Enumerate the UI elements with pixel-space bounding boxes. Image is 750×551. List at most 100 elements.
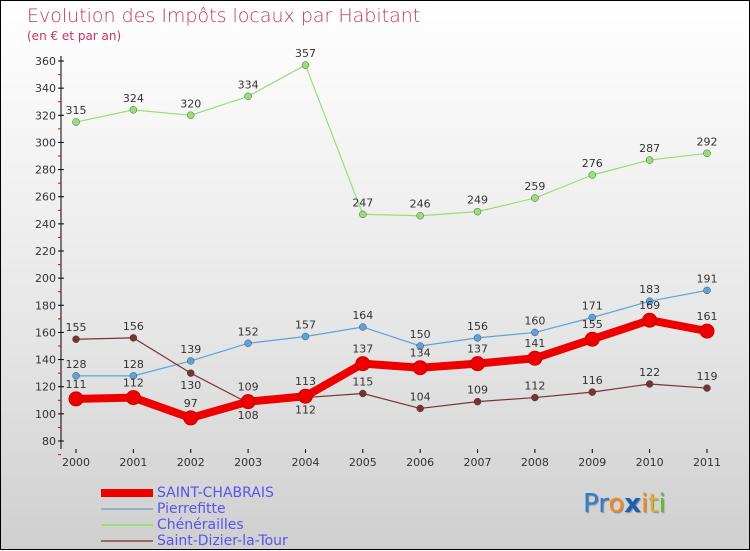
data-point [588, 388, 596, 396]
legend-label: Saint-Dizier-la-Tour [157, 533, 288, 549]
data-label: 191 [697, 272, 718, 285]
data-point [645, 156, 654, 164]
y-tick-label: 100 [35, 408, 56, 421]
data-label: 97 [184, 397, 198, 410]
data-label: 292 [697, 135, 718, 148]
data-point [359, 389, 367, 398]
data-label: 113 [295, 375, 316, 388]
x-tick-label: 2000 [62, 456, 90, 469]
data-label: 128 [123, 358, 144, 371]
data-point [129, 372, 138, 380]
data-label: 155 [66, 321, 87, 334]
data-label: 112 [295, 404, 316, 417]
data-label: 115 [352, 376, 373, 389]
data-label: 108 [238, 409, 259, 422]
data-point [244, 339, 252, 347]
data-label: 160 [524, 314, 545, 327]
x-tick-label: 2007 [464, 456, 492, 469]
y-tick-label: 280 [35, 164, 56, 177]
data-label: 150 [410, 328, 431, 341]
x-tick-label: 2008 [521, 456, 549, 469]
data-label: 169 [639, 299, 660, 312]
data-label: 320 [180, 97, 201, 110]
data-point [473, 207, 482, 216]
data-point [129, 334, 138, 342]
y-tick-label: 160 [35, 326, 56, 339]
data-point [129, 106, 138, 114]
data-label: 109 [467, 384, 488, 397]
x-tick-label: 2011 [693, 456, 721, 469]
legend-item: Saint-Dizier-la-Tour [101, 533, 288, 549]
data-label: 315 [66, 104, 87, 117]
data-point [703, 286, 711, 295]
data-label: 134 [410, 347, 431, 360]
data-label: 183 [639, 283, 660, 296]
data-point [416, 212, 424, 220]
data-point [72, 118, 80, 126]
x-tick-label: 2002 [177, 456, 205, 469]
data-point [240, 394, 256, 410]
data-point [416, 404, 424, 413]
x-tick-label: 2006 [406, 456, 434, 469]
x-tick-label: 2005 [349, 456, 377, 469]
data-point [72, 372, 80, 380]
x-tick-label: 2003 [234, 456, 262, 469]
data-point [588, 171, 596, 179]
data-point [301, 61, 310, 69]
data-point [297, 388, 313, 404]
data-point [584, 331, 600, 347]
data-point [187, 369, 195, 377]
data-point [68, 391, 84, 407]
data-point [359, 323, 367, 331]
data-label: 109 [238, 381, 259, 394]
data-point [412, 360, 428, 376]
data-label: 156 [467, 320, 488, 333]
x-tick-label: 2004 [291, 456, 319, 469]
data-label: 111 [66, 378, 87, 391]
data-label: 122 [639, 366, 660, 379]
legend-swatch [101, 489, 153, 497]
data-label: 139 [180, 343, 201, 356]
data-point [183, 410, 199, 426]
data-point [642, 312, 658, 328]
proxiti-logo: Proxiti [583, 489, 666, 519]
legend-item: Chénérailles [101, 517, 288, 533]
legend-label: Chénérailles [157, 517, 244, 533]
y-tick-label: 120 [35, 381, 56, 394]
data-label: 276 [582, 157, 603, 170]
data-point [527, 350, 543, 366]
chart-subtitle: (en € et par an) [27, 29, 122, 43]
data-point [72, 335, 80, 343]
data-label: 155 [582, 318, 603, 331]
series-line-Saint-Dizier-la-Tour [75, 337, 708, 410]
y-tick-label: 300 [35, 136, 56, 149]
data-point [645, 380, 654, 388]
y-tick-label: 180 [35, 299, 56, 312]
data-point [473, 397, 482, 406]
y-tick-label: 220 [35, 245, 56, 258]
legend-swatch [101, 540, 153, 542]
data-point [531, 194, 539, 202]
data-label: 164 [352, 309, 373, 322]
series-line-Pierrefitte [76, 289, 708, 377]
data-point [470, 356, 486, 372]
legend-label: SAINT-CHABRAIS [157, 485, 274, 501]
data-point [244, 92, 252, 100]
y-tick-label: 340 [35, 82, 56, 95]
data-point [359, 210, 367, 219]
data-point [531, 328, 539, 337]
data-point [473, 334, 482, 342]
y-tick-label: 260 [35, 191, 56, 204]
data-label: 249 [467, 194, 488, 207]
x-tick-label: 2009 [578, 456, 606, 469]
y-tick-label: 240 [35, 218, 56, 231]
data-point [416, 342, 424, 350]
x-tick-label: 2010 [636, 456, 664, 469]
legend-swatch [101, 524, 153, 526]
data-point [187, 111, 195, 119]
data-label: 287 [639, 142, 660, 155]
data-label: 246 [410, 198, 431, 211]
series-line-SAINT-CHABRAIS [75, 316, 708, 422]
data-label: 259 [524, 180, 545, 193]
data-label: 161 [697, 310, 718, 323]
